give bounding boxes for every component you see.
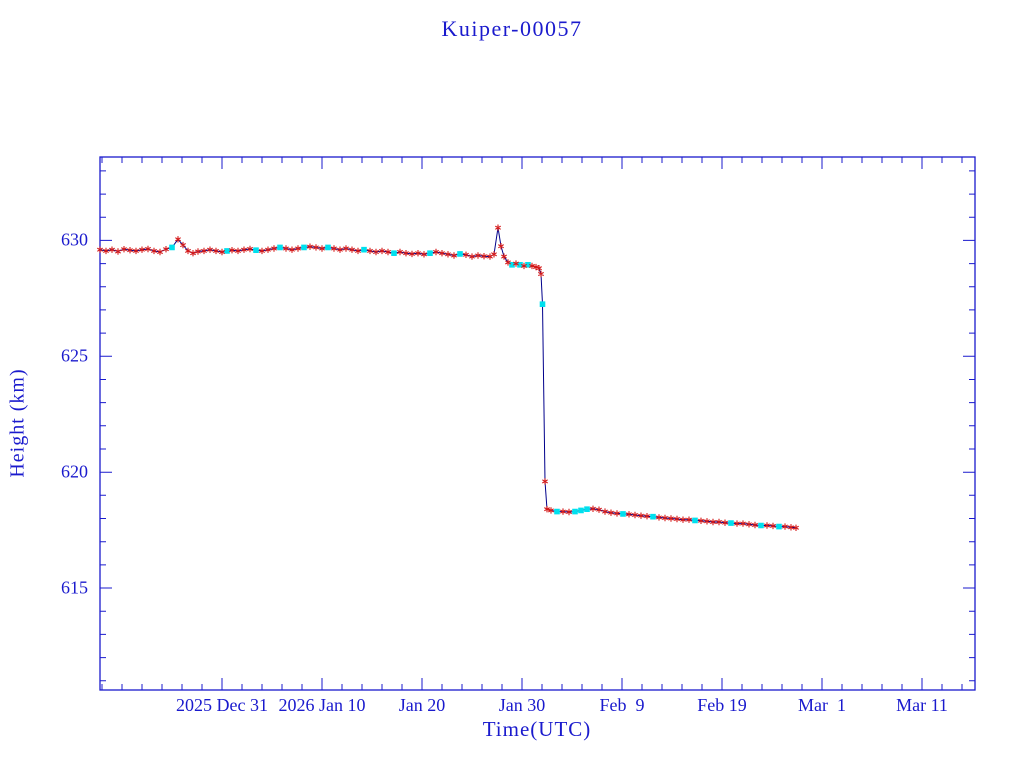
cyan-markers <box>169 244 782 530</box>
red-markers <box>97 224 799 531</box>
x-axis-label: Time(UTC) <box>482 717 592 741</box>
data-line <box>99 227 797 529</box>
axis-ticks <box>100 157 975 690</box>
y-axis-label: Height (km) <box>6 368 29 478</box>
chart-title: Kuiper-00057 <box>441 16 583 41</box>
plot-frame <box>99 156 976 691</box>
